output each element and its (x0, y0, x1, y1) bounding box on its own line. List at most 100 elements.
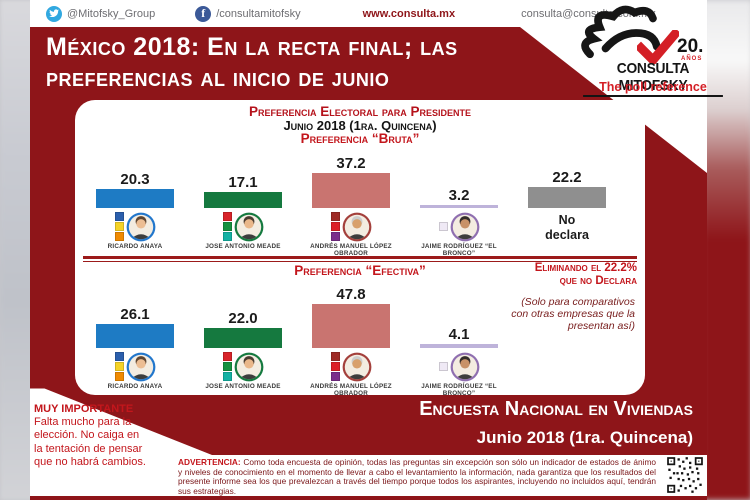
main-panel: @Mitofsky_Group f /consultamitofsky www.… (30, 0, 723, 500)
candidate-name: JAIME RODRÍGUEZ “EL BRONCO” (421, 243, 497, 257)
twitter-handle[interactable]: @Mitofsky_Group (67, 7, 156, 20)
candidate-zone: ANDRÉS MANUEL LÓPEZ OBRADOR (300, 348, 402, 397)
chart-column: 26.1 RICARDO ANAYA (81, 284, 189, 397)
advertencia-body: Como toda encuesta de opinión, todas las… (178, 457, 656, 496)
candidate-name: JOSE ANTONIO MEADE (205, 243, 281, 250)
solo-para-note: (Solo para comparativos con otras empres… (511, 296, 635, 332)
bar-zone: 26.1 (81, 284, 189, 348)
bar-value-label: 26.1 (120, 306, 150, 323)
facebook-handle[interactable]: /consultamitofsky (216, 7, 301, 20)
party-logo-icon (114, 352, 124, 361)
candidate-zone: RICARDO ANAYA (84, 208, 186, 257)
candidate-photo (234, 352, 264, 382)
candidate-photo (234, 212, 264, 242)
chart-2-columns: 26.1 RICARDO ANAYA 22.0 JOSE ANTONIO MEAD… (81, 284, 621, 397)
mitofsky-eagle-icon (581, 5, 661, 59)
candidate-name: JAIME RODRÍGUEZ “EL BRONCO” (421, 383, 497, 397)
party-logo-icon (222, 372, 232, 381)
no-declara-label: No declara (545, 213, 589, 242)
chart-card: Preferencia Electoral para Presidente Ju… (75, 100, 645, 397)
card-header-line1: Preferencia Electoral para Presidente (249, 104, 471, 119)
candidate-name: RICARDO ANAYA (107, 243, 163, 250)
facebook-icon[interactable]: f (195, 5, 212, 22)
social-topbar: @Mitofsky_Group f /consultamitofsky www.… (30, 0, 707, 27)
party-logo-icon (114, 372, 124, 381)
important-title: MUY IMPORTANTE (34, 403, 134, 415)
bar-zone (513, 284, 621, 348)
candidate-name: RICARDO ANAYA (107, 383, 163, 390)
bar-zone: 22.0 (189, 284, 297, 348)
bar-zone: 47.8 (297, 284, 405, 348)
chart-1-title: Preferencia “Bruta” (300, 131, 420, 146)
candidate-media (222, 211, 264, 242)
bar-value-label: 47.8 (336, 286, 366, 303)
bar-zone: 4.1 (405, 284, 513, 348)
candidate-zone: RICARDO ANAYA (84, 348, 186, 397)
card-header-line2: Junio 2018 (1ra. Quincena) (283, 118, 437, 133)
chart-column: 22.0 JOSE ANTONIO MEADE (189, 284, 297, 397)
candidate-zone: JAIME RODRÍGUEZ “EL BRONCO” (408, 348, 510, 397)
bar-zone: 22.2 (513, 144, 621, 208)
party-logo-icon (330, 362, 340, 371)
party-logo-icon (330, 212, 340, 221)
candidate-photo-icon (234, 352, 263, 381)
candidate-media (222, 351, 264, 382)
bar-zone: 20.3 (81, 144, 189, 208)
party-logos (330, 352, 340, 381)
brand-name: CONSULTA MITOFSKY (583, 60, 723, 97)
party-logo-icon (330, 352, 340, 361)
candidate-media (330, 351, 372, 382)
candidate-photo (342, 212, 372, 242)
bar-value-label: 22.2 (552, 169, 582, 186)
candidate-photo-icon (234, 212, 263, 241)
important-note: MUY IMPORTANTE Falta mucho para la elecc… (34, 403, 146, 469)
party-logo-icon (114, 232, 124, 241)
party-logo-icon (438, 222, 448, 231)
years-label: AÑOS (681, 56, 703, 62)
bar (204, 192, 282, 208)
party-logo-icon (438, 362, 448, 371)
candidate-photo (342, 352, 372, 382)
eliminando-note: Eliminando el 22.2% que no Declara (535, 262, 637, 287)
party-logo-icon (114, 222, 124, 231)
party-logos (438, 362, 448, 371)
candidate-photo-icon (342, 212, 371, 241)
party-logo-icon (330, 222, 340, 231)
party-logos (330, 212, 340, 241)
chart-1-columns: 20.3 RICARDO ANAYA 17.1 JOSE ANTONIO MEAD… (81, 144, 621, 257)
bar-zone: 37.2 (297, 144, 405, 208)
candidate-zone: ANDRÉS MANUEL LÓPEZ OBRADOR (300, 208, 402, 257)
bar-value-label: 37.2 (336, 155, 366, 172)
candidate-name: ANDRÉS MANUEL LÓPEZ OBRADOR (310, 243, 392, 257)
consulta-mitofsky-logo: 20. AÑOS CONSULTA MITOFSKY The poll refe… (575, 2, 733, 102)
party-logo-icon (222, 362, 232, 371)
chart-column: 37.2 ANDRÉS MANUEL LÓPEZ OBRADOR (297, 144, 405, 258)
bar (96, 324, 174, 348)
candidate-photo (126, 352, 156, 382)
advertencia-text: ADVERTENCIA: Como toda encuesta de opini… (178, 457, 656, 496)
candidate-media (438, 351, 480, 382)
bar-value-label: 22.0 (228, 310, 258, 327)
advertencia-strip: ✓ TRACKING POLL ROY CAMPOS ADVERTENCIA: … (30, 455, 707, 496)
advertencia-label: ADVERTENCIA: (178, 457, 241, 467)
bar (528, 187, 606, 208)
bar-zone: 17.1 (189, 144, 297, 208)
blurred-right-margin (702, 0, 750, 500)
candidate-zone: JAIME RODRÍGUEZ “EL BRONCO” (408, 208, 510, 257)
bar (204, 328, 282, 348)
chart-column: 22.2 No declara (513, 144, 621, 257)
bar (312, 173, 390, 208)
candidate-media (114, 211, 156, 242)
section-divider (83, 256, 637, 262)
party-logos (114, 212, 124, 241)
website-link[interactable]: www.consulta.mx (362, 7, 456, 20)
chart-column: 20.3 RICARDO ANAYA (81, 144, 189, 257)
party-logo-icon (222, 222, 232, 231)
candidate-media (114, 351, 156, 382)
qr-code-icon[interactable] (666, 456, 704, 494)
twitter-icon[interactable] (46, 5, 62, 22)
party-logo-icon (222, 232, 232, 241)
bar-value-label: 3.2 (448, 187, 470, 204)
bar (96, 189, 174, 208)
